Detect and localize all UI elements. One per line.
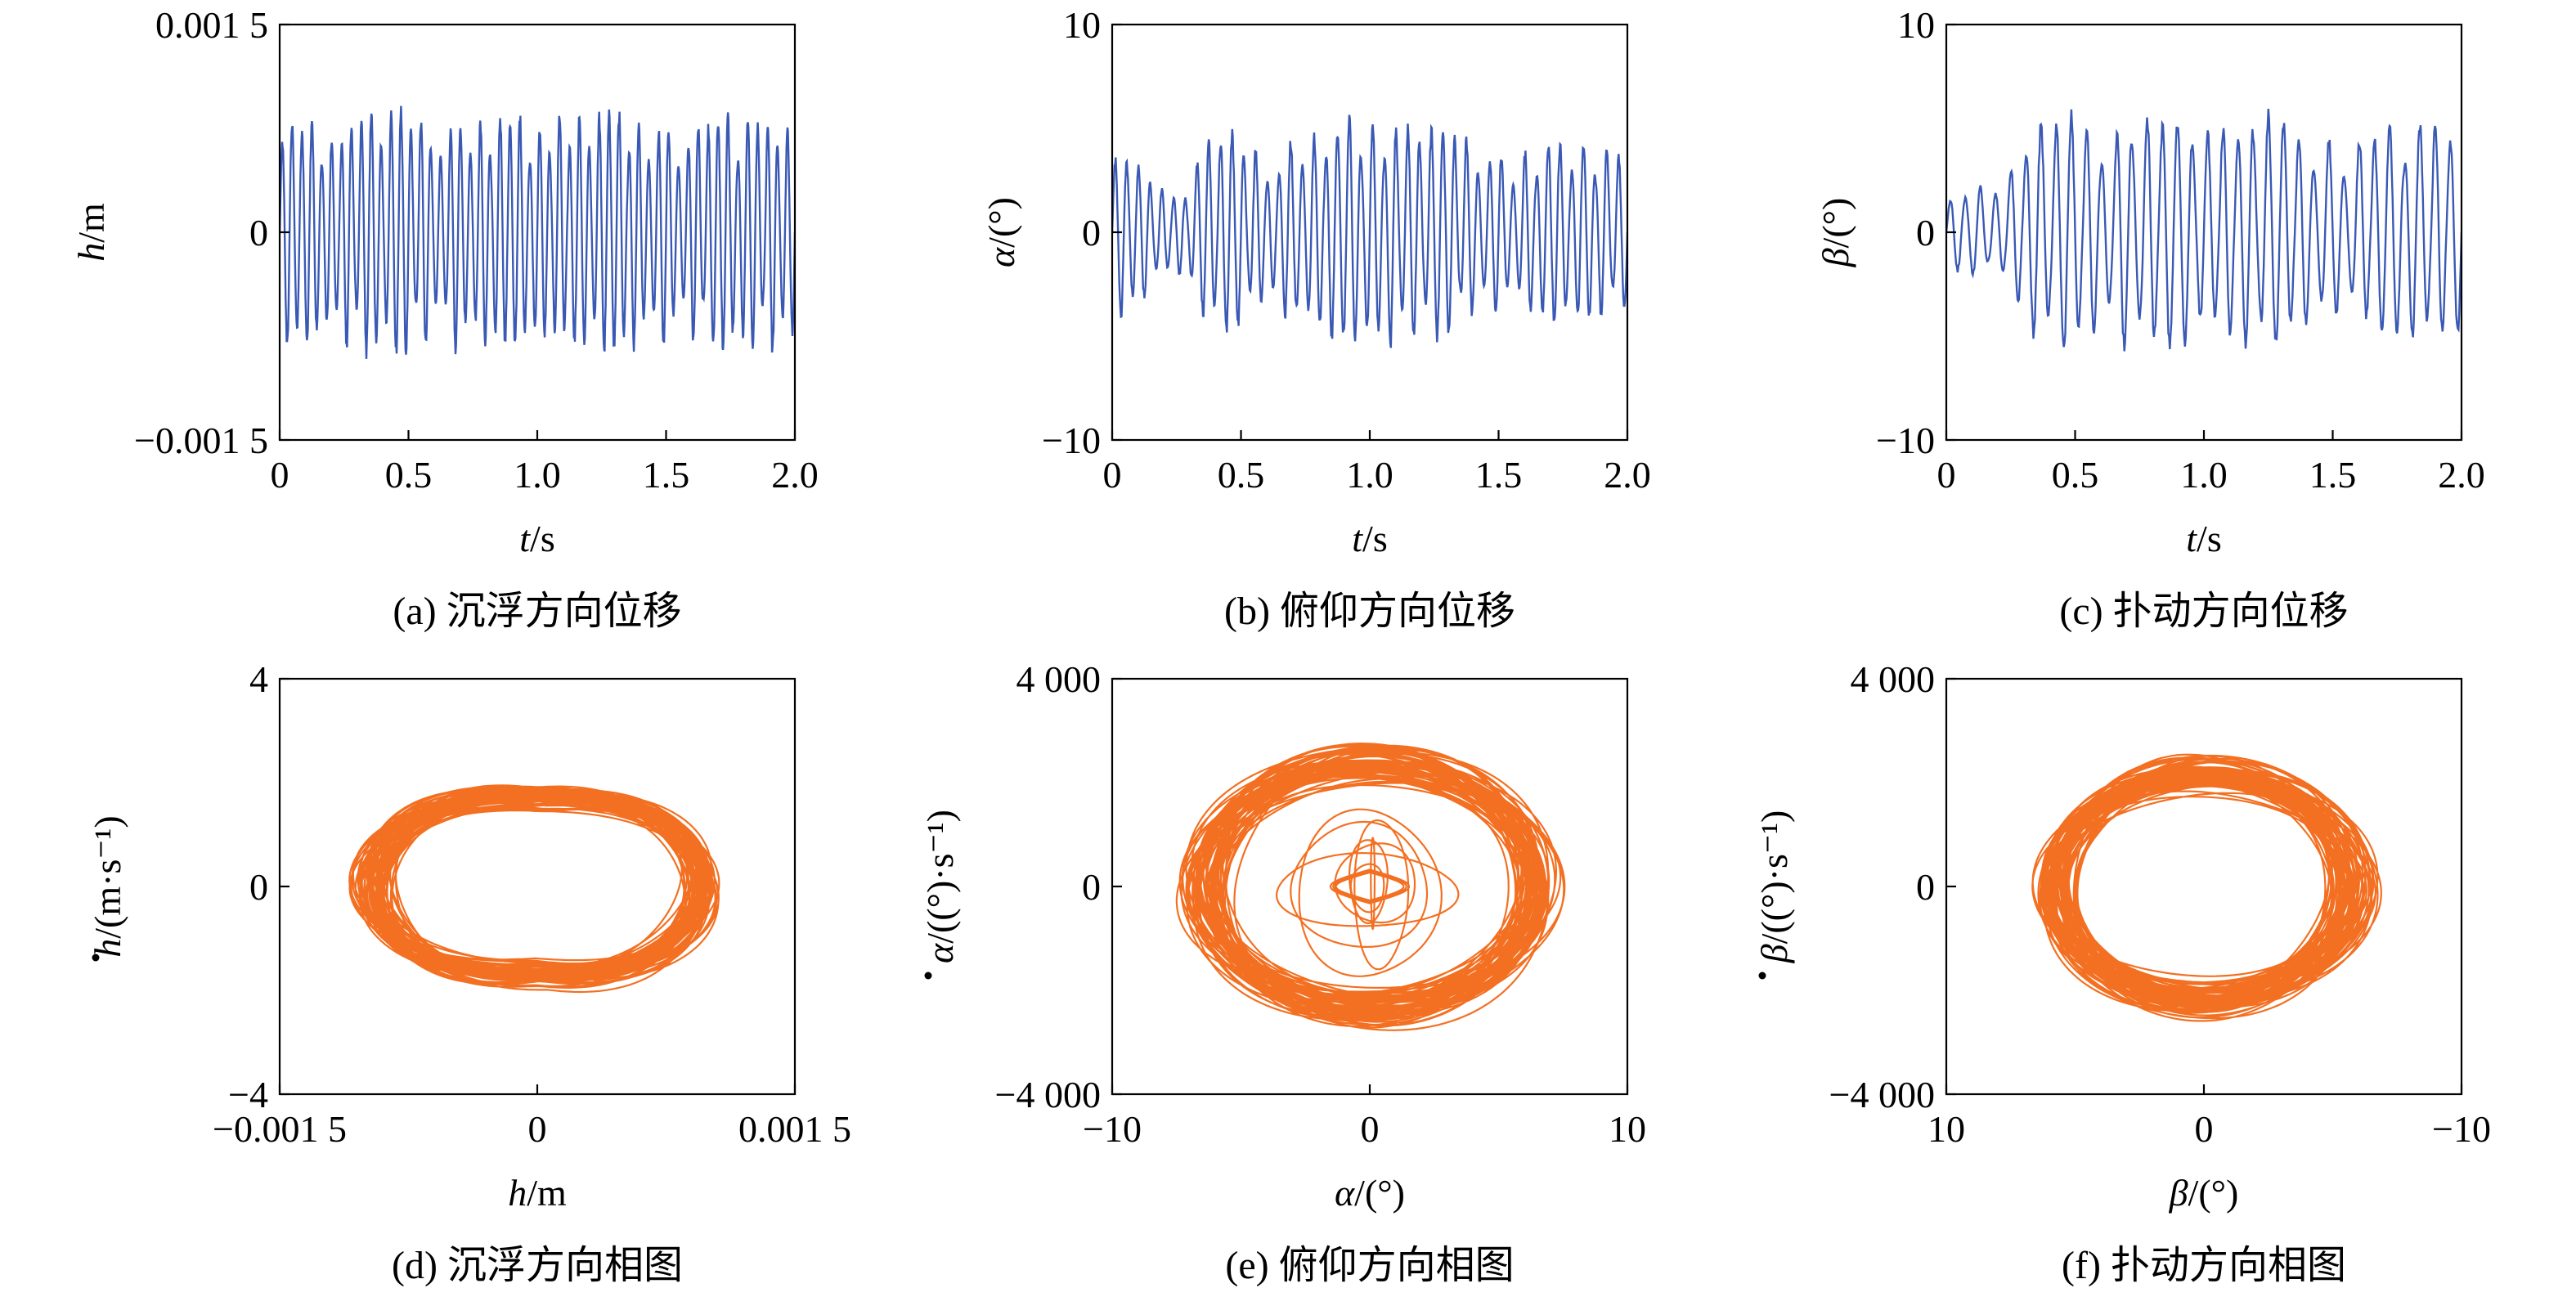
y-axis-label: α/(°) [981,197,1022,267]
x-axis-label: β/(°) [2169,1172,2239,1214]
plot-area [348,784,720,994]
x-tick-label: 2.0 [1604,454,1651,496]
x-tick-label: 1.0 [514,454,561,496]
panel-caption: (e) 俯仰方向相图 [1225,1244,1514,1287]
plot-area [280,105,795,359]
y-tick-label: 4 000 [1016,658,1102,700]
y-tick-label: 0 [249,212,268,254]
x-axis-label: t/s [519,518,554,559]
time-series-line [1112,114,1627,348]
phase-trajectory [348,784,720,994]
x-tick-label: 0 [2195,1108,2214,1150]
phase-trajectory [2031,753,2382,1022]
axes-frame [1945,677,2463,1096]
y-tick-label: 0 [1916,212,1935,254]
x-tick-label: 0.5 [2052,454,2099,496]
y-tick-label: −0.001 5 [134,420,268,461]
panel-heave-phase: −0.001 5 0 0.001 5 4 0 −4 h/m h/(m·s⁻¹) (d) 沉浮方向… [87,658,851,1287]
y-tick-label: −4 [228,1074,268,1115]
plot-area [2031,753,2382,1022]
plot-area [1946,108,2462,352]
time-derivative-dot [92,954,100,962]
y-tick-label: 4 000 [1851,658,1936,700]
panel-pitch-phase: −10 0 10 4 000 0 −4 000 α/(°) α/((°)·s⁻¹) (e) 俯仰… [919,658,1646,1287]
x-axis-label: h/m [508,1172,567,1214]
x-tick-label: 1.5 [2309,454,2357,496]
y-axis-label: β/(°) [1815,198,1856,268]
y-tick-label: 0.001 5 [155,4,268,46]
x-tick-label: 2.0 [2438,454,2485,496]
panel-caption: (d) 沉浮方向相图 [392,1244,683,1287]
panel-flap-phase: 10 0 −10 4 000 0 −4 000 β/(°) β/((°)·s⁻¹) (f) 扑动… [1753,658,2491,1287]
x-tick-label: −10 [1083,1108,1142,1150]
x-tick-label: 10 [1928,1108,1965,1150]
y-axis-label: β/((°)·s⁻¹) [1753,810,1795,964]
panel-caption: (a) 沉浮方向位移 [393,590,681,633]
plot-area [1112,114,1627,348]
y-tick-label: 0 [1916,866,1935,908]
y-tick-label: −10 [1042,420,1101,461]
x-tick-label: −10 [2432,1108,2491,1150]
x-tick-label: 0 [1103,454,1122,496]
y-axis-label: h/m [70,203,112,262]
x-axis-label: α/(°) [1335,1172,1405,1214]
panel-caption: (c) 扑动方向位移 [2059,590,2348,633]
x-tick-label: 0 [1361,1108,1380,1150]
y-tick-label: 0 [249,866,268,908]
panel-caption: (f) 扑动方向相图 [2062,1244,2346,1287]
panel-caption: (b) 俯仰方向位移 [1224,590,1515,633]
x-tick-label: 1.5 [1475,454,1523,496]
x-tick-label: −0.001 5 [213,1108,347,1150]
time-derivative-dot [1758,972,1766,980]
panel-heave-displacement: 0 0.5 1.0 1.5 2.00.001 50−0.001 5t/sh/m(a) 沉… [70,4,819,633]
time-derivative-dot [924,972,932,980]
x-tick-label: 1.5 [643,454,690,496]
y-tick-label: 4 [249,658,268,700]
x-axis-label: t/s [1352,518,1387,559]
x-tick-label: 0 [528,1108,547,1150]
x-tick-label: 0.001 5 [738,1108,851,1150]
y-axis-label: h/(m·s⁻¹) [87,815,128,958]
y-tick-label: 0 [1082,866,1101,908]
y-tick-label: −4 000 [1829,1074,1935,1115]
x-tick-label: 1.0 [1346,454,1393,496]
plot-area [1175,742,1566,1031]
x-tick-label: 2.0 [771,454,819,496]
phase-trajectory [1175,742,1566,1031]
y-tick-label: −4 000 [995,1074,1101,1115]
x-tick-label: 1.0 [2180,454,2228,496]
time-series-line [1946,108,2462,352]
y-tick-label: −10 [1876,420,1935,461]
x-tick-label: 10 [1609,1108,1646,1150]
x-tick-label: 0.5 [385,454,433,496]
x-axis-label: t/s [2186,518,2221,559]
time-series-line [280,105,795,359]
y-tick-label: 0 [1082,212,1101,254]
x-tick-label: 0.5 [1218,454,1265,496]
y-axis-label: α/((°)·s⁻¹) [919,810,961,963]
y-tick-label: 10 [1897,4,1935,46]
x-tick-label: 0 [271,454,289,496]
y-tick-label: 10 [1063,4,1101,46]
x-tick-label: 0 [1937,454,1956,496]
